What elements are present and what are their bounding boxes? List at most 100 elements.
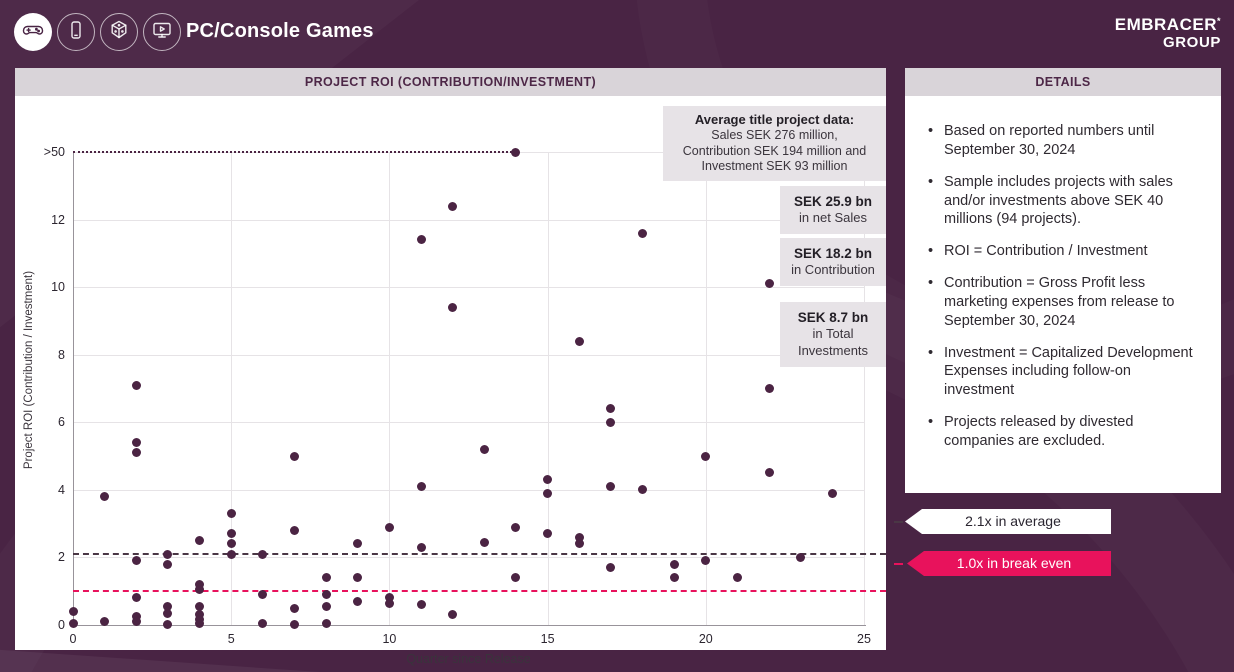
- data-point: [448, 201, 458, 211]
- x-axis-title: Quarter since Release: [406, 652, 531, 666]
- details-panel: DETAILS Based on reported numbers until …: [905, 68, 1221, 493]
- y-axis-line: [73, 152, 74, 625]
- details-body: Based on reported numbers until Septembe…: [905, 96, 1221, 451]
- data-point: [606, 417, 616, 427]
- data-point: [321, 573, 331, 583]
- stat-caption: in Contribution: [791, 262, 875, 278]
- data-point: [131, 593, 141, 603]
- data-point: [321, 590, 331, 600]
- gamepad-icon: [21, 18, 45, 47]
- plot-area: Project ROI (Contribution / Investment) …: [15, 96, 886, 666]
- x-tick-label: 25: [857, 632, 871, 646]
- gridline-vertical: [864, 152, 865, 625]
- y-tick-label: 2: [58, 550, 65, 565]
- page-header: PC/Console Games EMBRACER* GROUP: [0, 0, 1234, 64]
- gridline-vertical: [547, 152, 549, 625]
- x-tick-label: 0: [69, 632, 77, 646]
- data-point: [163, 608, 173, 618]
- data-point: [479, 537, 489, 547]
- data-point: [416, 235, 426, 245]
- data-point: [226, 529, 236, 539]
- details-bullet: Sample includes projects with sales and/…: [927, 173, 1205, 230]
- stat-value: SEK 18.2 bn: [793, 246, 873, 261]
- data-point: [353, 573, 363, 583]
- stat-caption: in net Sales: [799, 210, 867, 226]
- data-point: [131, 617, 141, 627]
- data-point: [701, 451, 711, 461]
- data-point: [195, 579, 205, 589]
- tab-pc-console-games[interactable]: [14, 13, 52, 51]
- data-point: [226, 539, 236, 549]
- stat-caption: in Total Investments: [797, 326, 869, 358]
- data-point: [226, 508, 236, 518]
- data-point: [258, 549, 268, 559]
- data-point: [321, 601, 331, 611]
- gridline-horizontal: [73, 354, 864, 356]
- data-point: [258, 590, 268, 600]
- data-point: [764, 383, 774, 393]
- dice-icon: [107, 18, 131, 47]
- tab-tabletop-games[interactable]: [100, 13, 138, 51]
- data-point: [195, 585, 205, 595]
- tab-mobile-games[interactable]: [57, 13, 95, 51]
- x-tick-label: 20: [698, 632, 713, 646]
- data-point: [543, 475, 553, 485]
- details-list: Based on reported numbers until Septembe…: [927, 122, 1205, 451]
- gridline-horizontal: [73, 219, 864, 221]
- y-tick-label: 10: [51, 280, 65, 295]
- data-point: [163, 619, 173, 629]
- details-bullet: ROI = Contribution / Investment: [927, 242, 1205, 261]
- y-tick-label: 6: [58, 415, 65, 430]
- tab-entertainment[interactable]: [143, 13, 181, 51]
- breakeven-dashed-line: [73, 590, 886, 593]
- average-box-line: Contribution SEK 194 million and: [682, 143, 867, 158]
- data-point: [289, 525, 299, 535]
- average-project-data-box: Average title project data: Sales SEK 27…: [663, 106, 886, 181]
- data-point: [511, 522, 521, 532]
- details-bullet: Projects released by divested companies …: [927, 413, 1205, 451]
- details-bullet: Based on reported numbers until Septembe…: [927, 122, 1205, 160]
- y-tick-label: 8: [58, 347, 65, 362]
- data-point: [543, 529, 553, 539]
- outlier-dotted-line: [73, 151, 516, 153]
- data-point: [258, 618, 268, 628]
- investments-stat-box: SEK 8.7 bn in Total Investments: [780, 302, 886, 367]
- data-point: [511, 573, 521, 583]
- segment-tabs: [14, 13, 181, 51]
- breakeven-callout: 1.0x in break even: [907, 551, 1111, 576]
- data-point: [226, 549, 236, 559]
- x-tick-label: 15: [540, 632, 555, 646]
- average-box-line: Sales SEK 276 million,: [711, 128, 838, 143]
- data-point: [353, 539, 363, 549]
- phone-icon: [64, 18, 88, 47]
- gridline-vertical: [389, 152, 391, 625]
- data-point: [796, 552, 806, 562]
- gridline-vertical: [231, 152, 233, 625]
- contribution-stat-box: SEK 18.2 bn in Contribution: [780, 238, 886, 286]
- x-tick-label: 5: [227, 632, 235, 646]
- data-point: [289, 603, 299, 613]
- data-point: [638, 228, 648, 238]
- stat-value: SEK 25.9 bn: [793, 194, 873, 209]
- data-point: [416, 481, 426, 491]
- data-point: [131, 612, 141, 622]
- details-bullet: Investment = Capitalized Development Exp…: [927, 344, 1205, 401]
- data-point: [289, 451, 299, 461]
- average-box-line: Investment SEK 93 million: [701, 159, 848, 174]
- data-point: [195, 601, 205, 611]
- page-title: PC/Console Games: [186, 20, 374, 42]
- data-point: [131, 438, 141, 448]
- data-point: [353, 596, 363, 606]
- data-point: [764, 468, 774, 478]
- net-sales-stat-box: SEK 25.9 bn in net Sales: [780, 186, 886, 234]
- gridline-horizontal: [73, 557, 864, 559]
- data-point: [416, 542, 426, 552]
- data-point: [100, 492, 110, 502]
- data-point: [574, 336, 584, 346]
- x-axis-line: [73, 625, 866, 626]
- y-tick-label: 4: [58, 482, 65, 497]
- gridline-vertical: [705, 152, 707, 625]
- data-point: [131, 556, 141, 566]
- data-point: [384, 593, 394, 603]
- data-point: [764, 279, 774, 289]
